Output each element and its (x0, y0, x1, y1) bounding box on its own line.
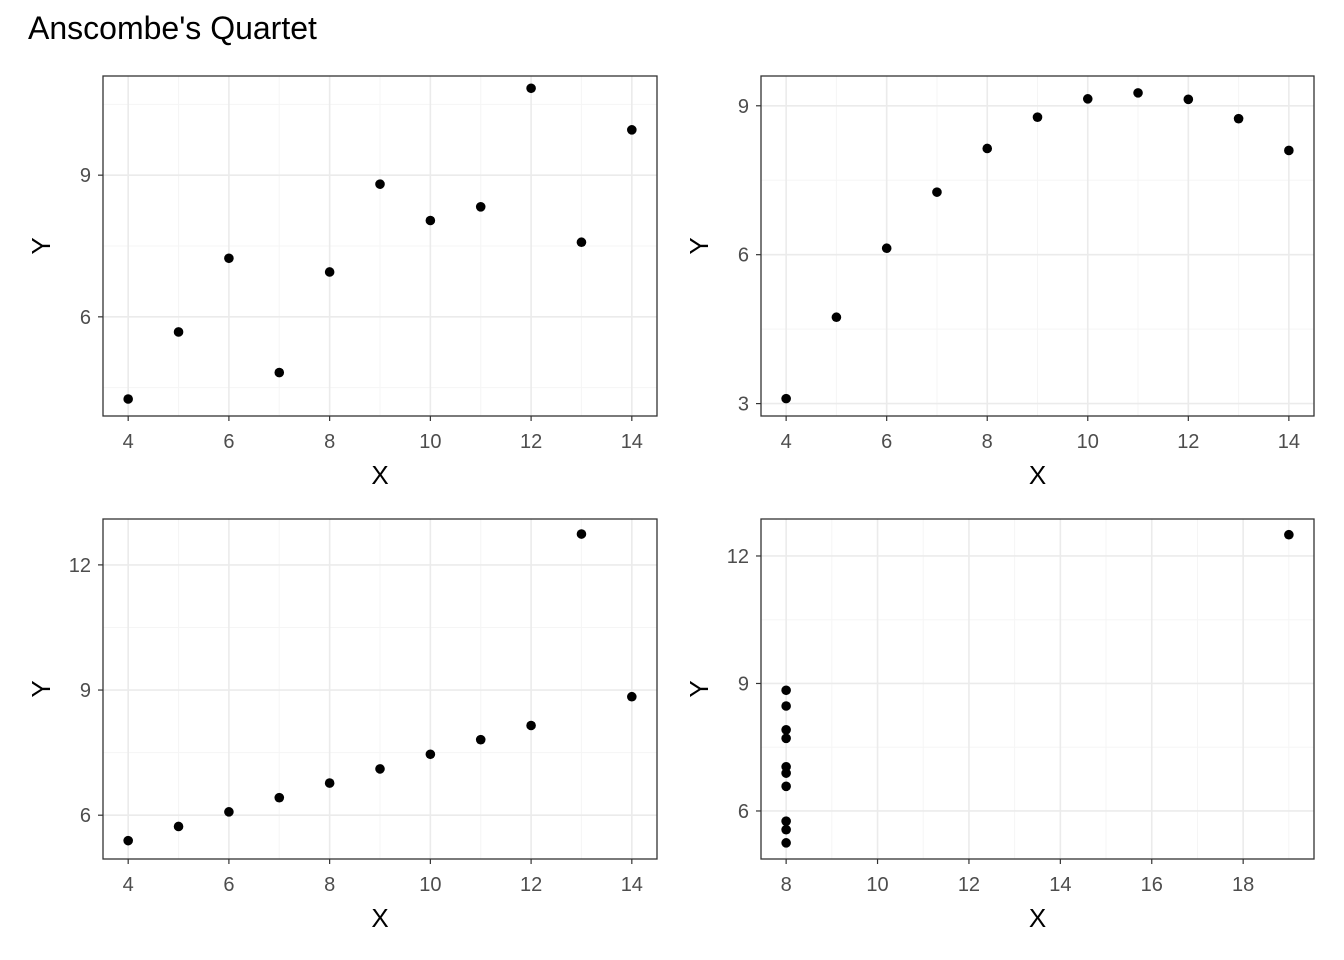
data-point (475, 734, 486, 745)
x-tick-label: 4 (123, 431, 134, 453)
data-point (324, 267, 335, 277)
data-point (781, 838, 791, 848)
data-point (1284, 145, 1294, 156)
data-point (831, 312, 842, 323)
data-point (123, 835, 133, 846)
data-point (576, 237, 587, 248)
y-tick-label: 6 (738, 801, 749, 823)
x-axis-title: X (1029, 903, 1046, 933)
data-point (576, 529, 587, 539)
x-tick-label: 12 (958, 874, 980, 896)
x-tick-label: 4 (123, 874, 134, 896)
data-point (781, 685, 791, 696)
x-tick-label: 10 (1077, 431, 1099, 453)
data-point (274, 367, 285, 378)
panel-border (102, 75, 658, 417)
data-point (781, 781, 791, 792)
x-tick-label: 14 (621, 874, 643, 896)
panel-3: 4 6 8 10 12 14 6 9 12 X Y (26, 518, 658, 933)
panel-1: 4 6 8 10 12 14 6 9 X Y (26, 75, 658, 490)
data-point (627, 125, 637, 135)
y-tick-label: 12 (727, 546, 749, 568)
x-tick-label: 12 (1177, 431, 1199, 453)
x-axis-title: X (1029, 460, 1046, 490)
x-tick-label: 14 (1049, 874, 1071, 896)
x-axis-title: X (371, 903, 388, 933)
data-point (627, 691, 637, 702)
x-tick-label: 6 (881, 431, 892, 453)
x-tick-label: 10 (866, 874, 888, 896)
x-tick-label: 8 (324, 431, 335, 453)
x-tick-label: 14 (1278, 431, 1300, 453)
data-point (1183, 94, 1194, 105)
y-tick-label: 6 (80, 307, 91, 329)
x-tick-label: 4 (781, 431, 792, 453)
data-point (1233, 113, 1244, 124)
panel-border (760, 518, 1315, 860)
y-tick-label: 12 (69, 555, 91, 577)
x-tick-label: 12 (520, 874, 542, 896)
y-axis-title: Y (26, 680, 56, 697)
data-point (173, 821, 184, 832)
x-axis-title: X (371, 460, 388, 490)
data-point (781, 824, 791, 835)
data-point (324, 778, 335, 788)
data-point (375, 179, 385, 189)
panel-2: 4 6 8 10 12 14 3 6 9 X Y (684, 75, 1315, 490)
x-tick-label: 16 (1141, 874, 1163, 896)
x-tick-label: 6 (223, 431, 234, 453)
data-point (781, 816, 791, 826)
y-tick-label: 9 (80, 165, 91, 187)
panel-background (761, 519, 1314, 859)
figure-title: Anscombe's Quartet (28, 10, 317, 46)
x-tick-label: 18 (1232, 874, 1254, 896)
y-tick-label: 3 (738, 394, 749, 416)
panel-4: 8 10 12 14 16 18 6 9 12 X Y (684, 518, 1315, 933)
data-point (1133, 88, 1143, 98)
data-point (224, 253, 234, 264)
y-tick-label: 9 (80, 680, 91, 702)
x-tick-label: 6 (223, 874, 234, 896)
data-point (781, 733, 791, 744)
data-point (425, 215, 436, 226)
x-tick-label: 8 (324, 874, 335, 896)
y-axis-title: Y (26, 237, 56, 254)
x-tick-label: 14 (621, 431, 643, 453)
data-point (526, 83, 536, 94)
data-point (425, 749, 436, 760)
data-point (375, 764, 385, 774)
data-point (526, 720, 536, 731)
y-tick-label: 9 (738, 673, 749, 695)
panel-border (760, 75, 1315, 417)
data-point (173, 327, 184, 337)
data-point (1082, 94, 1093, 104)
y-tick-label: 9 (738, 96, 749, 118)
data-point (881, 243, 892, 254)
data-point (781, 393, 791, 404)
data-point (123, 394, 133, 404)
x-tick-label: 10 (419, 431, 441, 453)
data-point (1284, 529, 1294, 540)
data-point (1032, 112, 1043, 122)
y-axis-title: Y (684, 237, 714, 254)
data-point (982, 143, 993, 154)
x-tick-label: 8 (982, 431, 993, 453)
data-point (781, 725, 791, 735)
data-point (932, 187, 942, 197)
panel-border (102, 518, 658, 860)
data-point (781, 701, 791, 711)
x-tick-label: 10 (419, 874, 441, 896)
y-axis-title: Y (684, 680, 714, 697)
data-point (781, 768, 791, 778)
y-tick-label: 6 (738, 245, 749, 267)
data-point (274, 792, 285, 803)
y-tick-label: 6 (80, 805, 91, 827)
x-tick-label: 12 (520, 431, 542, 453)
data-point (224, 807, 234, 817)
data-point (475, 202, 486, 212)
x-tick-label: 8 (781, 874, 792, 896)
